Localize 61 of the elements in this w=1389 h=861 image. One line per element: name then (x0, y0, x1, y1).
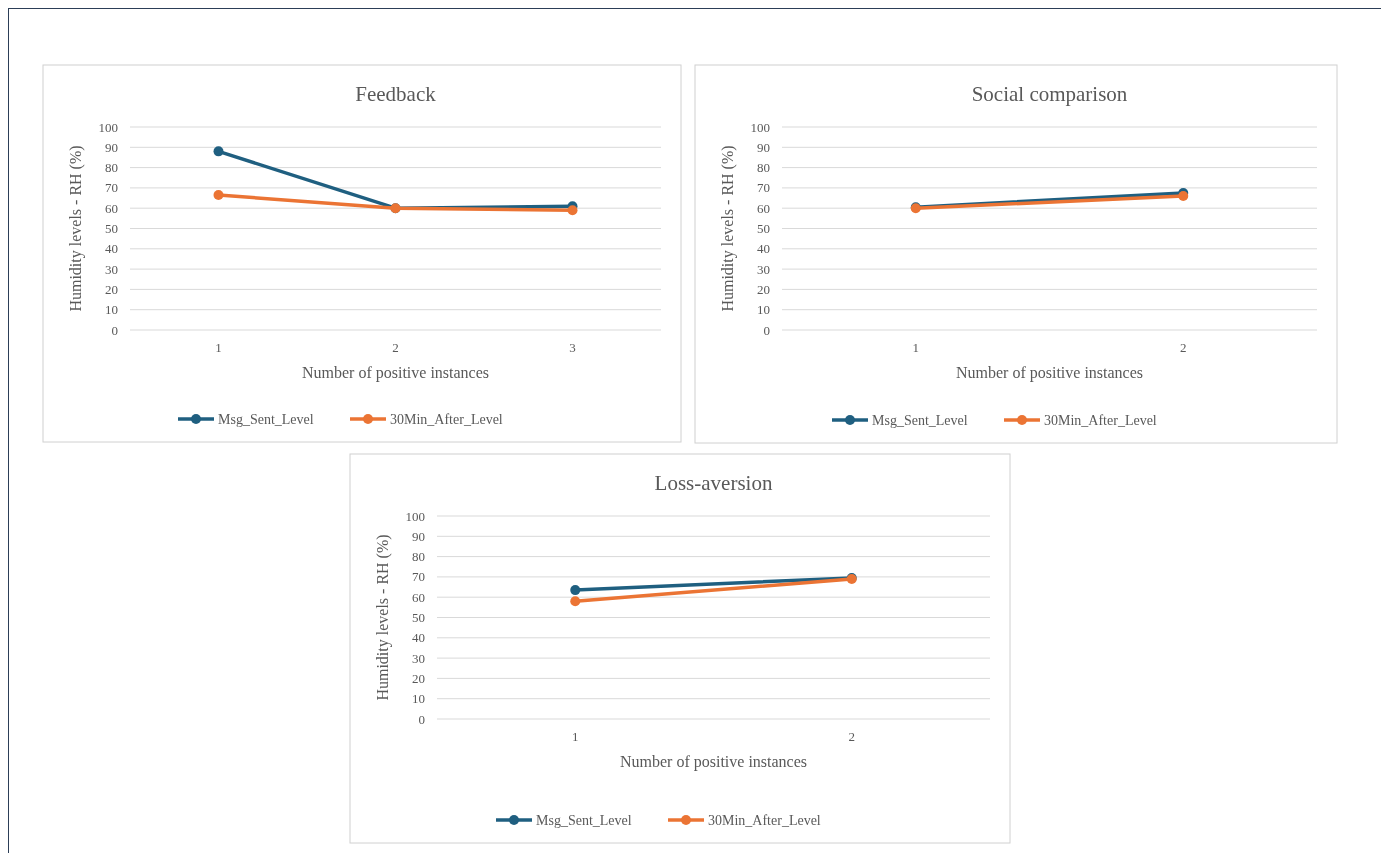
y-tick-label: 80 (757, 160, 770, 176)
y-tick-label: 0 (418, 711, 425, 727)
y-tick-label: 20 (412, 670, 425, 686)
y-tick-label: 40 (105, 241, 118, 257)
x-tick-label: 1 (572, 729, 579, 744)
y-tick-label: 60 (412, 589, 425, 605)
chart-title: Feedback (355, 82, 437, 106)
point (213, 190, 224, 201)
y-tick-label: 100 (98, 119, 118, 135)
y-tick-label: 60 (105, 200, 118, 216)
y-tick-label: 40 (757, 241, 770, 257)
y-tick-label: 0 (763, 322, 770, 338)
x-tick-label: 2 (848, 729, 855, 744)
y-tick-label: 80 (105, 160, 118, 176)
point (567, 205, 578, 216)
chart-title: Loss-aversion (654, 471, 773, 495)
point (213, 146, 224, 157)
point (570, 596, 581, 607)
legend-label: 30Min_After_Level (708, 812, 821, 828)
x-axis-title: Number of positive instances (955, 364, 1144, 382)
x-axis-title: Number of positive instances (619, 753, 808, 771)
y-tick-label: 50 (757, 221, 770, 237)
point (570, 585, 581, 596)
x-tick-label: 2 (1180, 340, 1187, 355)
y-tick-label: 50 (105, 221, 118, 237)
y-tick-label: 90 (757, 139, 770, 155)
y-tick-label: 60 (757, 200, 770, 216)
y-tick-label: 0 (111, 322, 118, 338)
y-tick-label: 20 (757, 281, 770, 297)
y-tick-label: 80 (412, 549, 425, 565)
y-tick-label: 100 (750, 119, 770, 135)
y-tick-label: 50 (412, 610, 425, 626)
y-tick-label: 40 (412, 630, 425, 646)
legend-label: Msg_Sent_Level (872, 412, 968, 428)
legend-label: 30Min_After_Level (390, 411, 503, 427)
legend-label: Msg_Sent_Level (218, 411, 314, 427)
y-tick-label: 70 (105, 180, 118, 196)
y-axis-title: Humidity levels - RH (%) (374, 534, 392, 701)
y-tick-label: 10 (105, 302, 118, 318)
x-tick-label: 1 (215, 340, 222, 355)
y-tick-label: 90 (105, 139, 118, 155)
legend-label: Msg_Sent_Level (536, 812, 632, 828)
legend-label: 30Min_After_Level (1044, 412, 1157, 428)
y-tick-label: 100 (405, 508, 425, 524)
y-tick-label: 10 (412, 691, 425, 707)
y-tick-label: 70 (757, 180, 770, 196)
y-axis-title: Humidity levels - RH (%) (719, 145, 737, 312)
y-tick-label: 10 (757, 302, 770, 318)
chart-title: Social comparison (971, 82, 1128, 106)
x-axis-title: Number of positive instances (301, 364, 490, 382)
x-tick-label: 2 (392, 340, 399, 355)
y-tick-label: 20 (105, 281, 118, 297)
y-tick-label: 70 (412, 569, 425, 585)
y-tick-label: 30 (412, 650, 425, 666)
y-tick-label: 90 (412, 528, 425, 544)
x-tick-label: 1 (912, 340, 919, 355)
y-tick-label: 30 (105, 261, 118, 277)
y-axis-title: Humidity levels - RH (%) (67, 145, 85, 312)
point (1178, 191, 1189, 202)
x-tick-label: 3 (569, 340, 576, 355)
y-tick-label: 30 (757, 261, 770, 277)
